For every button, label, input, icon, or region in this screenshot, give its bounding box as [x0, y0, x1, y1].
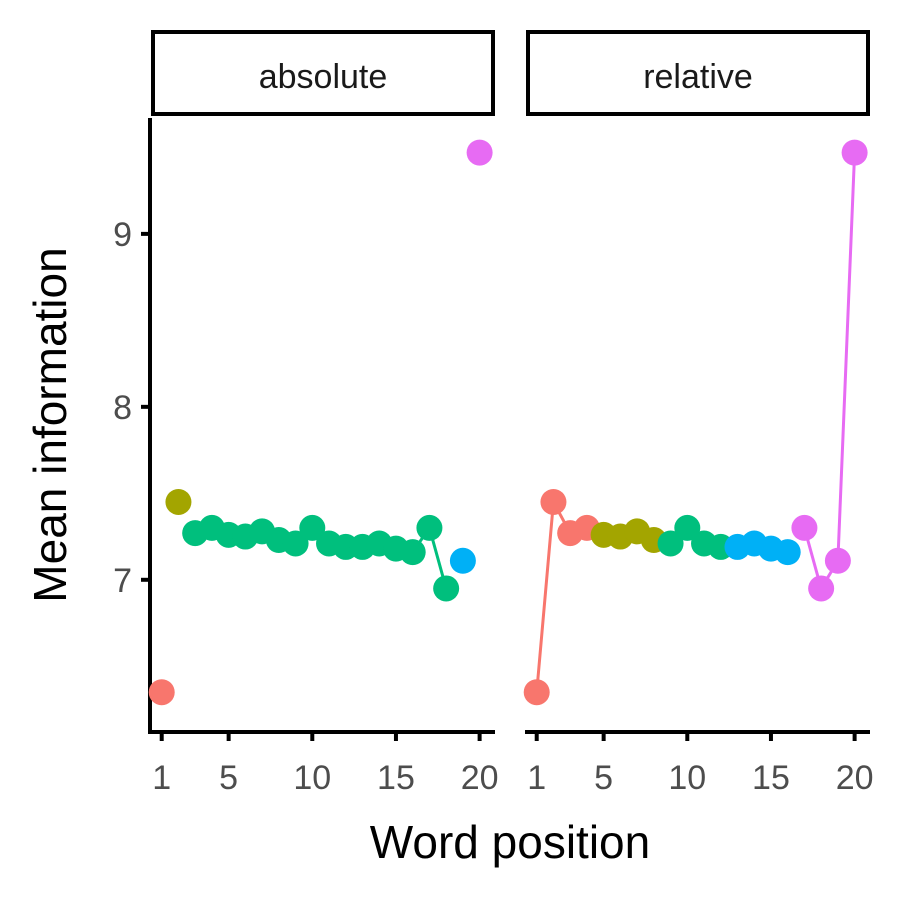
data-point	[416, 514, 443, 541]
data-point	[657, 530, 684, 557]
x-tick-label: 10	[293, 759, 331, 797]
data-point	[808, 575, 835, 602]
data-point	[674, 514, 701, 541]
x-tick-label: 20	[836, 759, 874, 797]
x-tick-label: 1	[527, 759, 546, 797]
data-point	[299, 514, 326, 541]
data-point	[841, 139, 868, 166]
x-tick-label: 15	[377, 759, 415, 797]
y-axis-title: Mean information	[24, 247, 76, 602]
facet-label-absolute: absolute	[259, 58, 388, 96]
y-tick-label: 9	[113, 216, 132, 254]
x-tick-group: 1 5 10 15 20 1 5 10 15 20	[152, 732, 874, 797]
data-point	[449, 547, 476, 574]
data-point	[433, 575, 460, 602]
facet-label-relative: relative	[643, 58, 753, 96]
data-point	[282, 530, 309, 557]
data-point	[523, 679, 550, 706]
y-tick-label: 8	[113, 389, 132, 427]
data-point	[165, 488, 192, 515]
data-point	[824, 547, 851, 574]
y-tick-label: 7	[113, 562, 132, 600]
data-point	[466, 139, 493, 166]
data-point	[791, 514, 818, 541]
x-tick-label: 15	[752, 759, 790, 797]
facet-strip-absolute: absolute	[151, 30, 495, 116]
y-tick-group: 7 8 9	[113, 216, 150, 600]
x-axis-title: Word position	[370, 816, 650, 868]
x-tick-label: 20	[461, 759, 499, 797]
x-tick-label: 1	[152, 759, 171, 797]
data-marks	[148, 139, 868, 706]
data-point	[774, 539, 801, 566]
data-point	[148, 679, 175, 706]
series-line	[802, 152, 857, 593]
data-point	[540, 488, 567, 515]
data-point	[399, 539, 426, 566]
x-tick-label: 5	[594, 759, 613, 797]
x-tick-label: 10	[668, 759, 706, 797]
x-tick-label: 5	[219, 759, 238, 797]
facet-strip-relative: relative	[526, 30, 870, 116]
